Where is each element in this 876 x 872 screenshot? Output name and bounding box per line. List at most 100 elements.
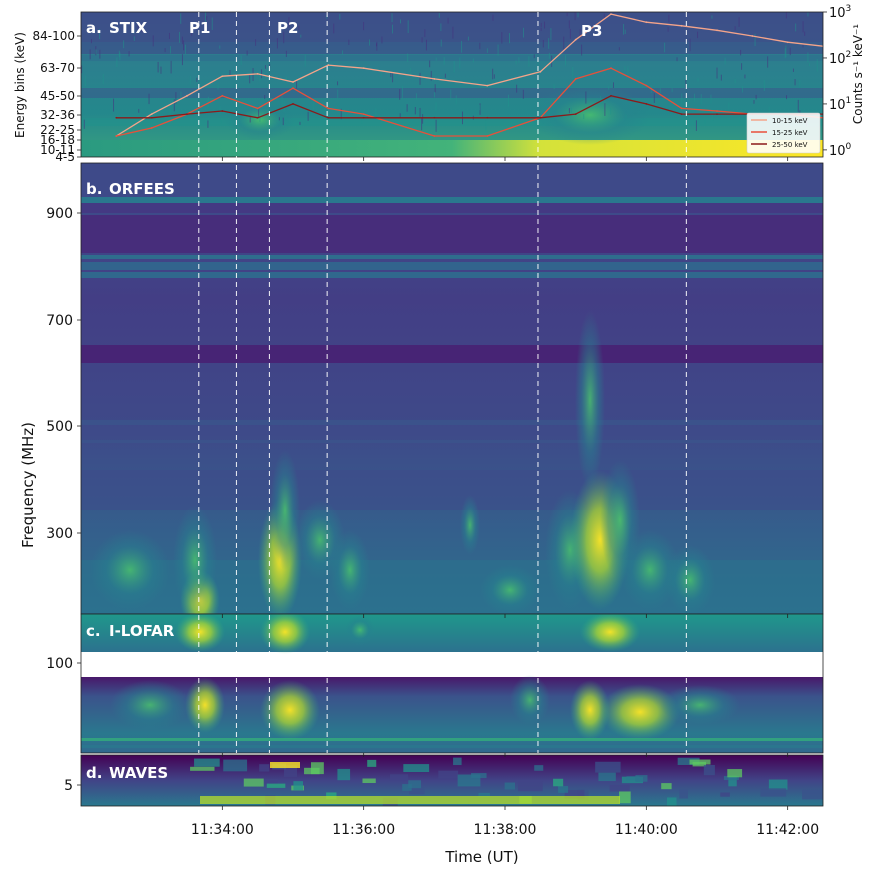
stix-noise-stripe: [755, 94, 757, 100]
stix-noise-stripe: [558, 115, 560, 120]
stix-noise-stripe: [286, 76, 288, 81]
stix-noise-stripe: [164, 48, 166, 53]
stix-data-point: [115, 135, 118, 137]
stix-noise-stripe: [261, 69, 263, 79]
stix-noise-stripe: [685, 79, 687, 88]
stix-noise-stripe: [376, 41, 378, 51]
ilofar-burst: [260, 680, 320, 740]
waves-block: [661, 783, 672, 790]
waves-block: [666, 797, 677, 806]
stix-data-point: [327, 116, 330, 119]
stix-noise-stripe: [348, 39, 350, 45]
energy-tick-label: 4-5: [55, 150, 75, 164]
stix-noise-stripe: [763, 80, 765, 92]
panel-stix: a. STIX P1 P2 P3 84-100 63-70 45-50 32-3622…: [13, 4, 865, 164]
stix-noise-stripe: [807, 52, 809, 63]
stix-noise-stripe: [380, 71, 382, 78]
waves-block: [266, 783, 286, 788]
stix-noise-stripe: [492, 14, 494, 21]
waves-panel-title: WAVES: [109, 764, 168, 782]
waves-tick-label: 5: [64, 778, 73, 794]
stix-noise-stripe: [741, 85, 743, 93]
stix-noise-stripe: [479, 42, 481, 50]
annotation-p2: P2: [277, 19, 298, 37]
stix-noise-stripe: [285, 50, 287, 58]
waves-block: [367, 759, 377, 767]
stix-data-point: [645, 21, 648, 24]
stix-data-point: [221, 110, 224, 112]
stix-noise-stripe: [544, 21, 546, 29]
stix-noise-stripe: [610, 107, 612, 115]
stix-noise-stripe: [181, 54, 183, 66]
stix-data-point: [292, 103, 294, 105]
stix-noise-stripe: [173, 99, 175, 112]
energy-tick-label: 32-36: [40, 108, 75, 122]
stix-data-point: [574, 113, 577, 116]
legend-label-25-50: 25-50 keV: [772, 141, 808, 149]
stix-noise-stripe: [497, 44, 499, 56]
x-axis-label: Time (UT): [444, 848, 518, 866]
stix-noise-stripe: [528, 56, 530, 67]
orfees-frequency-ticks: 900 700 500 300: [46, 206, 81, 542]
waves-block: [635, 775, 648, 782]
ilofar-burst: [570, 680, 610, 740]
orfees-burst: [173, 505, 217, 614]
time-axis-ticks: 11:34:00 11:36:00 11:38:00 11:40:00 11:42:00: [191, 157, 819, 838]
stix-noise-stripe: [361, 113, 363, 125]
stix-noise-stripe: [533, 54, 535, 59]
stix-noise-stripe: [81, 65, 83, 74]
orfees-burst: [575, 310, 605, 490]
stix-noise-stripe: [508, 33, 510, 44]
stix-data-point: [610, 94, 612, 97]
stix-noise-stripe: [230, 115, 232, 124]
stix-noise-stripe: [137, 24, 139, 29]
panel-waves: d. WAVES 5: [64, 754, 824, 807]
stix-noise-stripe: [693, 93, 695, 103]
stix-noise-stripe: [312, 101, 314, 110]
stix-noise-stripe: [797, 99, 799, 113]
stix-data-point: [539, 116, 542, 119]
stix-noise-stripe: [419, 107, 421, 117]
stix-noise-stripe: [160, 66, 162, 74]
stix-noise-stripe: [516, 84, 518, 93]
stix-noise-stripe: [99, 49, 101, 59]
stix-noise-stripe: [422, 114, 424, 124]
ilofar-burst: [345, 615, 375, 645]
waves-block: [362, 778, 376, 784]
stix-noise-stripe: [175, 92, 177, 104]
stix-noise-stripe: [169, 46, 171, 54]
waves-block: [598, 772, 616, 782]
counts-tick-label: 101: [829, 96, 851, 113]
stix-noise-stripe: [409, 72, 411, 76]
waves-block: [760, 788, 787, 797]
stix-noise-stripe: [570, 107, 572, 113]
stix-noise-stripe: [430, 70, 432, 81]
stix-noise-stripe: [518, 57, 520, 64]
orfees-panel-label: b.: [86, 180, 102, 198]
stix-noise-stripe: [486, 48, 488, 53]
stix-noise-stripe: [467, 36, 469, 41]
stix-panel-label: a.: [86, 19, 102, 37]
waves-block: [264, 778, 278, 785]
stix-noise-stripe: [479, 104, 481, 111]
waves-block: [402, 784, 412, 791]
orfees-burst: [270, 450, 300, 570]
legend-label-10-15: 10-15 keV: [772, 117, 808, 125]
stix-noise-stripe: [577, 12, 579, 18]
ilofar-burst: [660, 685, 740, 725]
stix-data-point: [327, 64, 330, 66]
stix-ylabel-right: Counts s⁻¹ keV⁻¹: [851, 24, 865, 124]
stix-noise-stripe: [443, 57, 445, 65]
stix-noise-stripe: [804, 31, 806, 36]
stix-noise-stripe: [785, 12, 787, 19]
stix-noise-stripe: [141, 27, 143, 33]
stix-data-point: [680, 107, 683, 110]
stix-noise-stripe: [786, 95, 788, 100]
stix-noise-stripe: [515, 60, 517, 65]
stix-noise-stripe: [211, 17, 213, 30]
stix-noise-stripe: [627, 66, 629, 79]
waves-block: [727, 769, 743, 778]
waves-block: [403, 764, 430, 773]
stix-noise-stripe: [181, 36, 183, 45]
stix-noise-stripe: [785, 45, 787, 58]
